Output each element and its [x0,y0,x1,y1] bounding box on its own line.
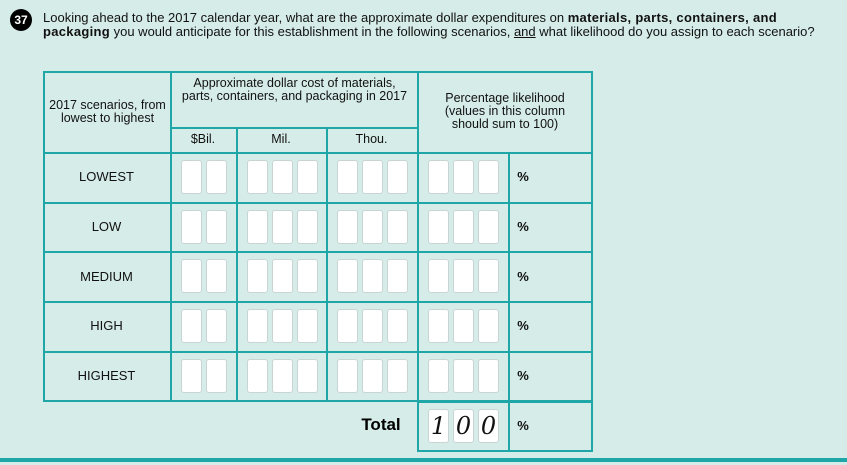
digit-box [428,160,449,194]
percent-sign: % [517,268,529,284]
digit-box [428,408,449,443]
digit-box [428,259,449,294]
digit-box [428,309,449,344]
digit-box [246,160,268,194]
handwritten-digit: 0 [480,411,497,440]
digit-box [453,160,474,194]
digit-box [478,408,499,443]
digit-box [271,209,293,244]
digit-box [453,408,474,443]
digit-box [428,209,449,244]
text: Looking ahead to the 2017 calendar year,… [43,10,568,25]
digit-box [181,160,202,194]
digit-box [181,358,202,393]
header-text: 2017 scenarios, from lowest to highest [49,97,166,125]
row-label: LOWEST [79,169,134,185]
digit-box [453,209,474,244]
digit-box [453,259,474,294]
digit-box [246,309,268,344]
percent-sign: % [517,169,529,185]
digit-box [337,358,358,393]
digit-box [362,160,383,194]
digit-box [296,309,318,344]
digit-box [337,160,358,194]
digit-box [206,358,227,393]
total-label: Total [361,415,401,435]
digit-box [478,358,499,393]
digit-box [428,358,449,393]
digit-box [271,309,293,344]
percent-sign: % [517,417,529,433]
digit-box [181,309,202,344]
digit-box [478,160,499,194]
digit-box [387,160,408,194]
subheader-text: $Bil. [190,132,216,146]
digit-box [206,209,227,244]
digit-box [362,309,383,344]
digit-box [181,209,202,244]
digit-box [362,358,383,393]
digit-box [206,259,227,294]
digit-box [296,160,318,194]
digit-box [246,259,268,294]
question-text: Looking ahead to the 2017 calendar year,… [43,11,843,39]
digit-box [206,160,227,194]
row-label: HIGHEST [77,368,136,384]
row-label: MEDIUM [80,268,133,284]
bottom-rule [0,458,847,462]
text-bold: materials, parts, containers, and packag… [43,10,778,39]
question-number: 37 [10,9,32,31]
text: you would anticipate for this establishm… [110,24,514,39]
digit-box [387,309,408,344]
digit-box [271,259,293,294]
digit-box [453,358,474,393]
digit-box [478,209,499,244]
header-text: Approximate dollar cost of materials, pa… [181,76,408,103]
text: what likelihood do you assign to each sc… [535,24,815,39]
percent-sign: % [517,368,529,384]
row-label: HIGH [90,318,123,334]
digit-box [337,209,358,244]
digit-box [362,259,383,294]
digit-box [337,309,358,344]
header-text: Percentage likelihood (values in this co… [444,91,566,131]
row-label: LOW [91,219,122,235]
digit-box [296,209,318,244]
percent-sign: % [517,318,529,334]
percent-sign: % [517,219,529,235]
text-underline: and [513,24,536,39]
digit-box [478,259,499,294]
digit-box [387,259,408,294]
subheader-text: Thou. [355,132,388,146]
total-cell [508,400,593,453]
digit-box [453,309,474,344]
digit-box [246,209,268,244]
digit-box [478,309,499,344]
digit-box [271,358,293,393]
digit-box [362,209,383,244]
digit-box [206,309,227,344]
digit-box [271,160,293,194]
digit-box [246,358,268,393]
digit-box [296,259,318,294]
digit-box [296,358,318,393]
subheader-text: Mil. [271,132,291,146]
digit-box [387,358,408,393]
handwritten-digit: 0 [455,411,472,440]
digit-box [337,259,358,294]
handwritten-digit: 1 [430,411,447,440]
digit-box [387,209,408,244]
digit-box [181,259,202,294]
